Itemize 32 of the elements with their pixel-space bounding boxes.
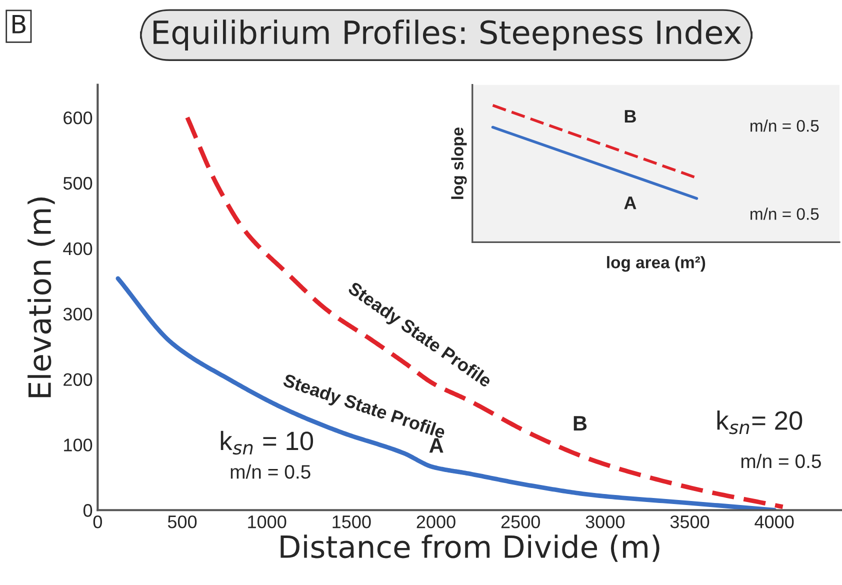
chart-title: Equilibrium Profiles: Steepness Index [154, 20, 742, 51]
annotation: m/n = 0.5 [750, 120, 819, 132]
x-tick-label: 0 [93, 515, 102, 528]
x-tick-label: 2500 [501, 515, 540, 528]
y-tick-label: 200 [64, 373, 92, 386]
text: B [12, 14, 26, 34]
x-tick-label: 1500 [332, 515, 371, 528]
annotation: m/n = 0.5 [741, 454, 821, 468]
annotation: m/n = 0.5 [230, 464, 310, 479]
x-tick-label: 1000 [248, 515, 286, 528]
annotation: m/n = 0.5 [750, 208, 819, 220]
annotation: A [624, 196, 636, 210]
annotation: B [624, 110, 636, 123]
x-tick-label: 500 [168, 515, 197, 528]
x-tick-label: 2000 [416, 515, 456, 528]
annotation: k$_{sn}$= 20 [717, 410, 802, 434]
y-tick-label: 300 [63, 308, 92, 321]
y-tick-label: 100 [64, 438, 92, 452]
annotation: A [429, 438, 444, 453]
annotation: B [574, 416, 587, 430]
x-tick-label: 3000 [586, 515, 625, 528]
x-axis-title: Distance from Divide (m) [280, 534, 660, 562]
y-tick-label: 600 [64, 111, 92, 124]
y-tick-label: 500 [63, 176, 92, 190]
y-tick-label: 400 [63, 242, 92, 256]
x-axis-title: log area (m²) [607, 256, 706, 272]
x-tick-label: 3500 [670, 515, 710, 528]
x-tick-label: 4000 [754, 515, 794, 528]
y-axis-title: Elevation (m) [28, 197, 55, 398]
y-tick-label: 0 [83, 504, 92, 517]
y-axis-title: log slope [451, 127, 467, 199]
annotation: k$_{sn}$ = 10 [220, 430, 314, 455]
